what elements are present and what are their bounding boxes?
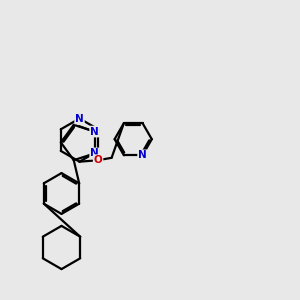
Text: N: N — [138, 150, 147, 160]
Text: N: N — [90, 127, 99, 136]
Text: N: N — [90, 148, 99, 158]
Text: N: N — [75, 113, 84, 124]
Text: O: O — [94, 155, 103, 165]
